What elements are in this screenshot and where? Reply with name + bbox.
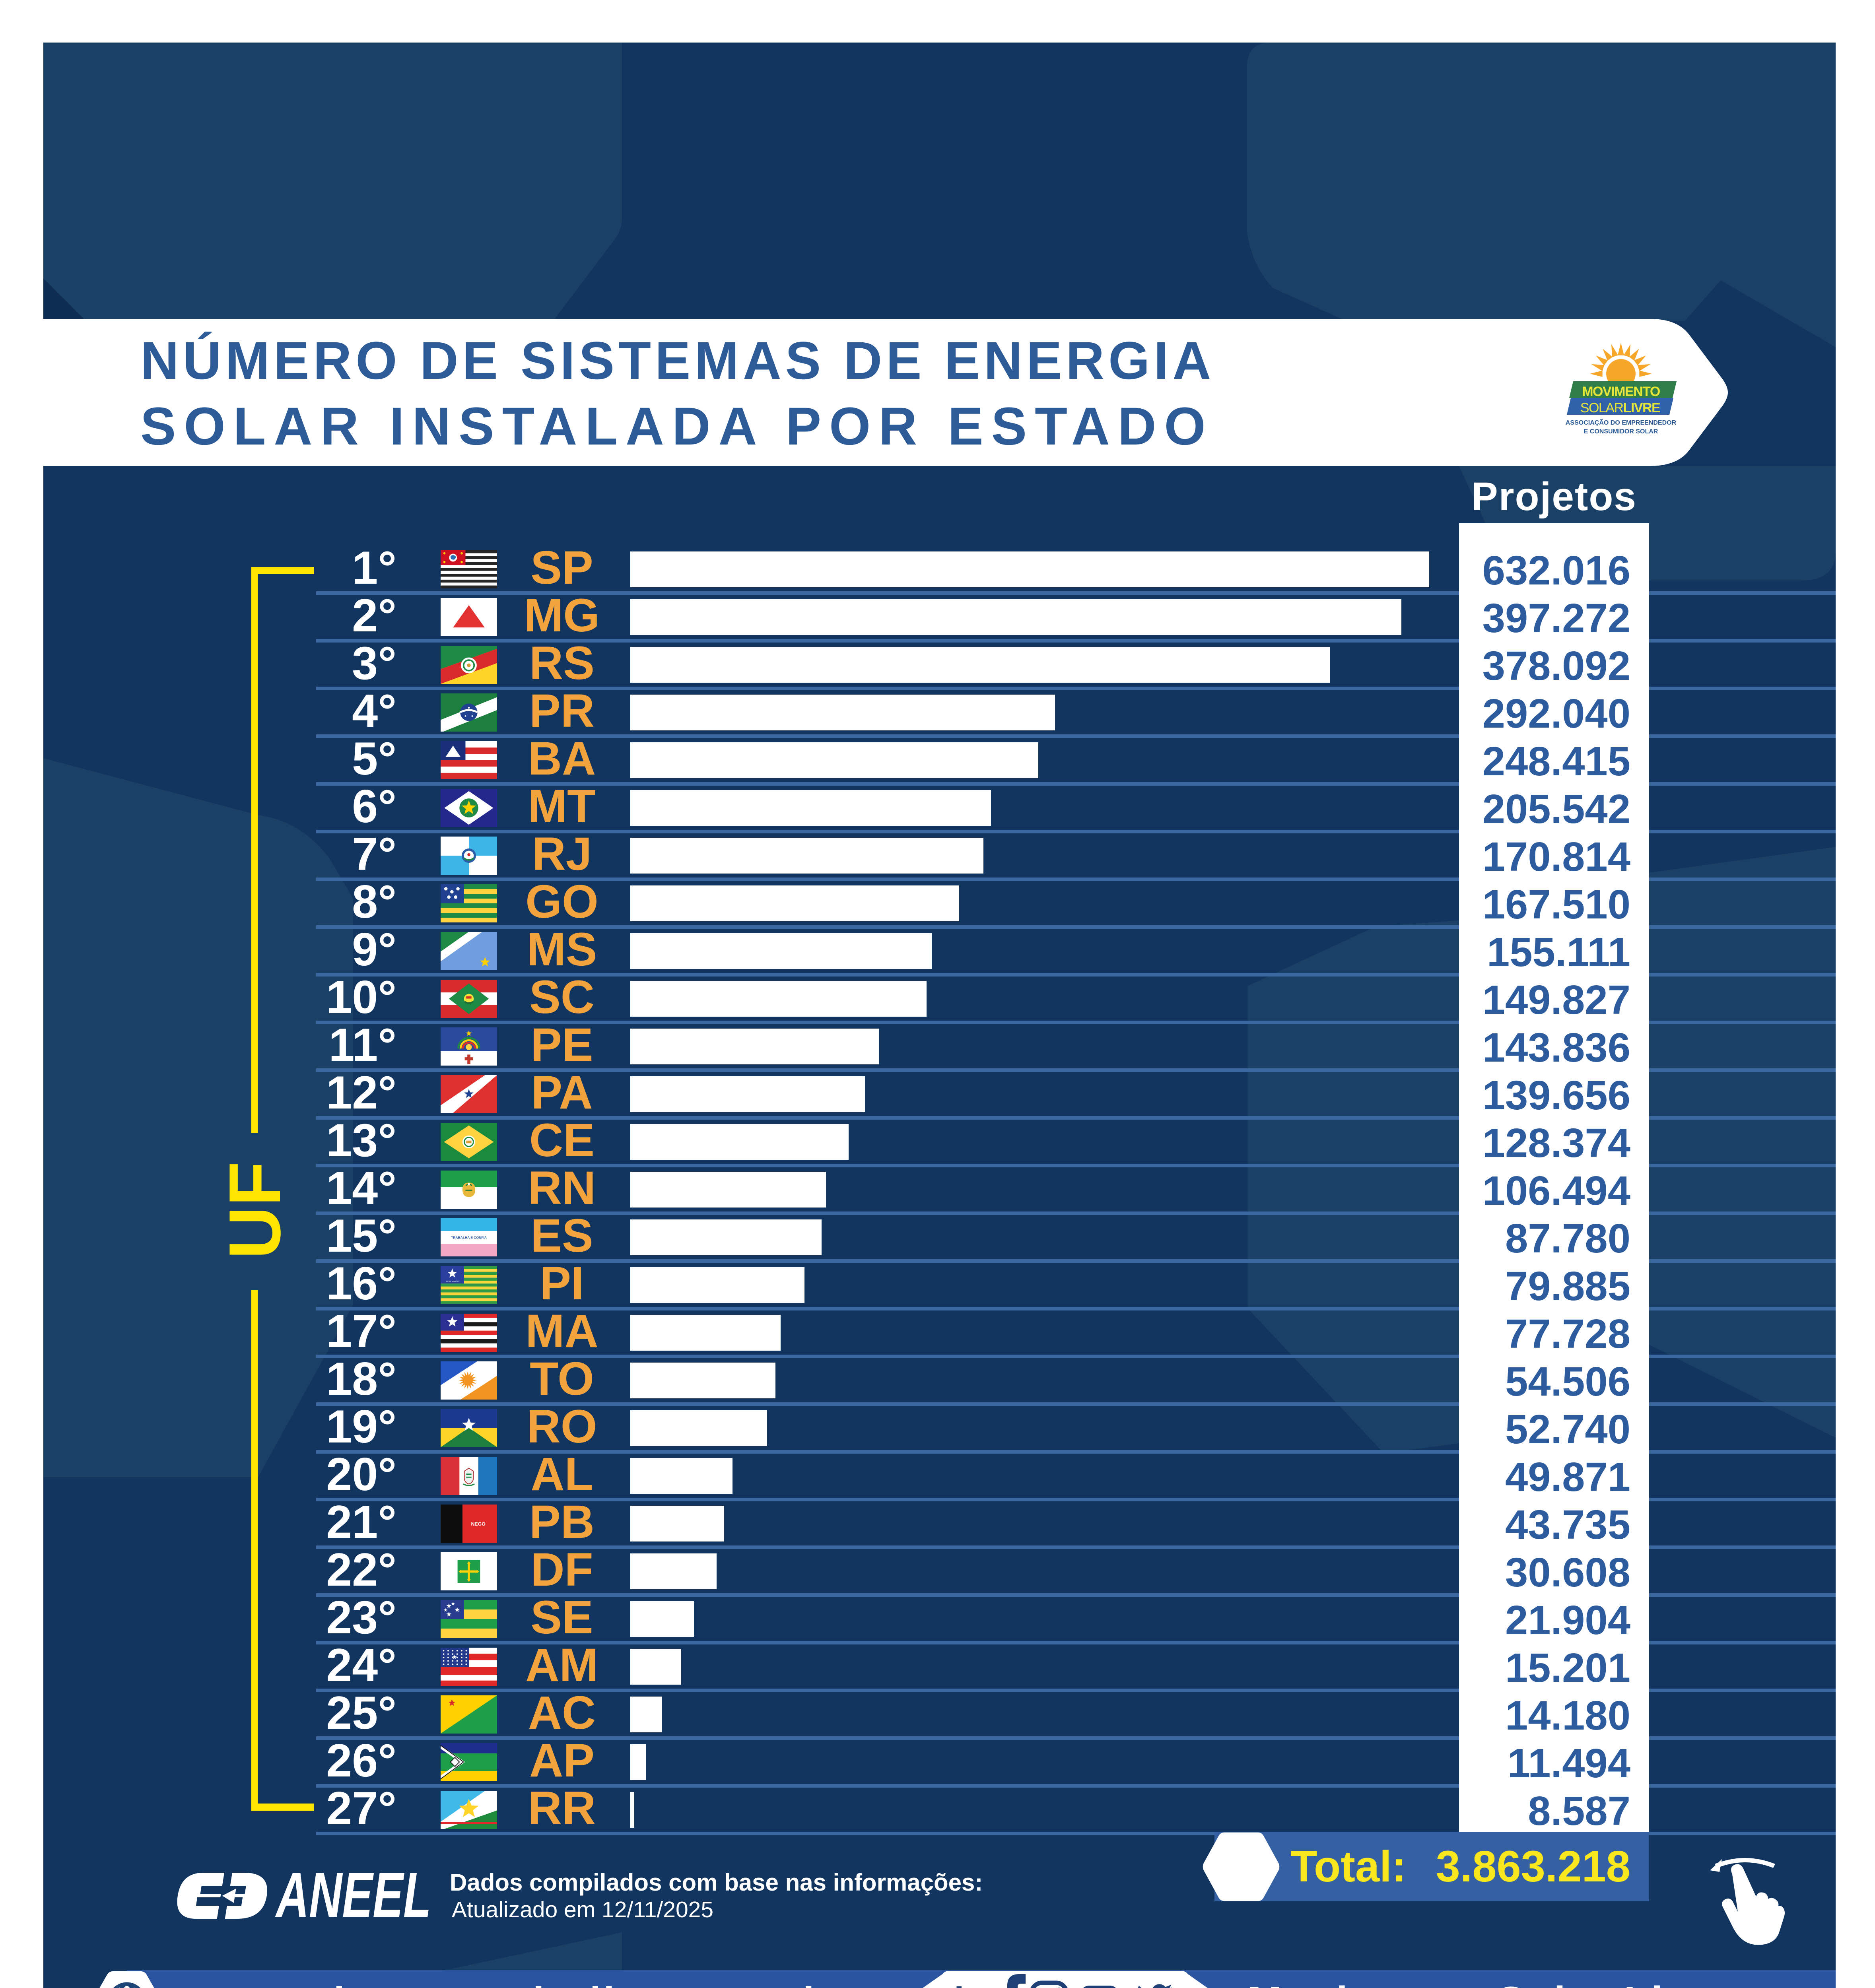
svg-text:SOLARLIVRE: SOLARLIVRE xyxy=(1580,400,1660,415)
svg-text:E CONSUMIDOR SOLAR: E CONSUMIDOR SOLAR xyxy=(1584,428,1658,435)
svg-text:TRABALHA E CONFIA: TRABALHA E CONFIA xyxy=(451,1235,487,1239)
svg-text:13 DE MARCO: 13 DE MARCO xyxy=(446,1280,459,1283)
svg-text:NEGO: NEGO xyxy=(471,1521,486,1527)
svg-text:ASSOCIAÇÃO DO EMPREENDEDOR: ASSOCIAÇÃO DO EMPREENDEDOR xyxy=(1566,418,1677,426)
svg-text:in: in xyxy=(954,1980,987,1988)
svg-text:MOVIMENTO: MOVIMENTO xyxy=(1582,384,1660,399)
